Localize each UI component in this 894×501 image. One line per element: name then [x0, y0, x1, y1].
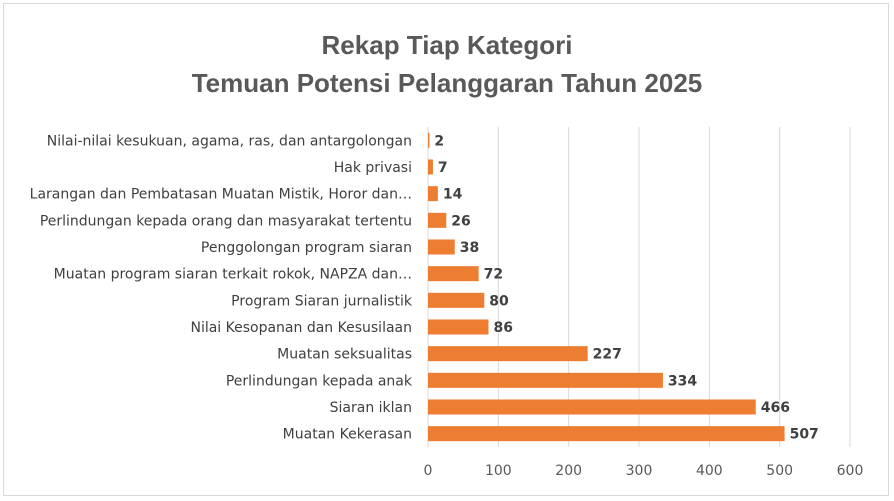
- bar-9: [428, 372, 663, 388]
- category-label-6: Program Siaran jurnalistik: [231, 293, 413, 309]
- data-label-6: 80: [489, 293, 509, 309]
- bar-3: [428, 212, 447, 228]
- chart-title-line1: Rekap Tiap Kategori: [321, 30, 573, 60]
- category-label-4: Penggolongan program siaran: [201, 240, 412, 256]
- category-label-2: Larangan dan Pembatasan Muatan Mistik, H…: [30, 187, 412, 203]
- category-label-9: Perlindungan kepada anak: [226, 373, 413, 389]
- bar-1: [428, 159, 433, 175]
- category-label-0: Nilai-nilai kesukuan, agama, ras, dan an…: [47, 133, 412, 149]
- x-tick-label-5: 500: [766, 463, 793, 479]
- bar-10: [428, 399, 756, 415]
- bar-8: [428, 346, 588, 362]
- data-label-7: 86: [493, 320, 512, 336]
- bar-6: [428, 292, 485, 308]
- data-label-9: 334: [668, 373, 697, 389]
- x-axis-ticks: 0 100 200 300 400 500 600: [424, 463, 864, 479]
- data-label-5: 72: [484, 267, 503, 283]
- chart-title: Rekap Tiap Kategori Temuan Potensi Pelan…: [0, 26, 894, 102]
- x-tick-label-0: 0: [424, 463, 433, 479]
- data-label-8: 227: [593, 347, 622, 363]
- data-label-0: 2: [434, 133, 444, 149]
- category-label-5: Muatan program siaran terkait rokok, NAP…: [54, 267, 412, 283]
- data-label-4: 38: [460, 240, 479, 256]
- gridlines: [427, 127, 851, 447]
- data-label-2: 14: [443, 187, 463, 203]
- bar-0: [428, 132, 430, 148]
- category-label-1: Hak privasi: [334, 160, 412, 176]
- bar-2: [428, 186, 438, 202]
- x-tick-label-4: 400: [696, 463, 723, 479]
- category-label-8: Muatan seksualitas: [277, 347, 412, 363]
- data-label-11: 507: [790, 427, 819, 443]
- bar-11: [428, 426, 785, 442]
- category-label-3: Perlindungan kepada orang dan masyarakat…: [40, 213, 412, 229]
- bar-5: [428, 266, 479, 282]
- x-tick-label-3: 300: [626, 463, 653, 479]
- bar-7: [428, 319, 489, 335]
- chart-title-line2: Temuan Potensi Pelanggaran Tahun 2025: [191, 68, 703, 98]
- bar-4: [428, 239, 455, 255]
- bars: [428, 132, 785, 442]
- category-label-11: Muatan Kekerasan: [283, 427, 412, 443]
- data-label-3: 26: [451, 213, 470, 229]
- category-label-10: Siaran iklan: [330, 400, 412, 416]
- category-labels: Nilai-nilai kesukuan, agama, ras, dan an…: [30, 133, 413, 442]
- data-label-1: 7: [438, 160, 448, 176]
- data-label-10: 466: [761, 400, 790, 416]
- x-tick-label-2: 200: [555, 463, 582, 479]
- category-label-7: Nilai Kesopanan dan Kesusilaan: [190, 320, 412, 336]
- x-tick-label-1: 100: [485, 463, 512, 479]
- x-tick-label-6: 600: [837, 463, 864, 479]
